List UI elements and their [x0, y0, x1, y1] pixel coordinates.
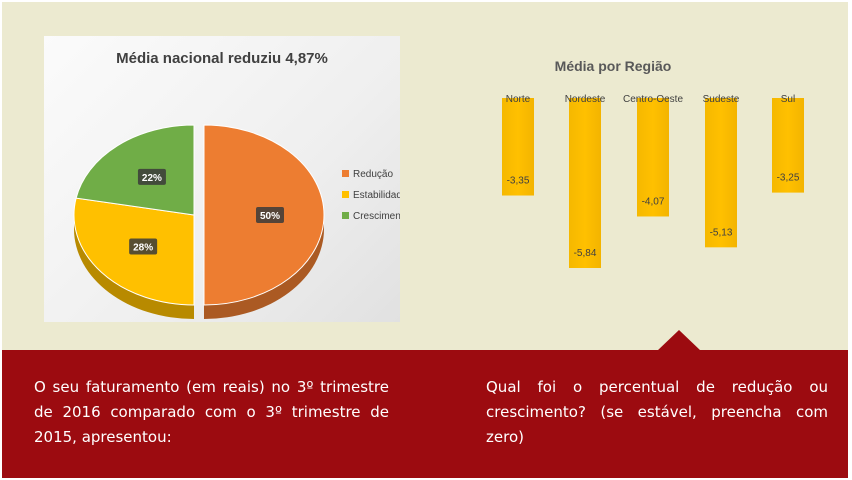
legend-label-redução: Redução [353, 169, 393, 180]
bar-category-label: Norte [506, 94, 531, 105]
bar-data-label: -5,84 [574, 248, 597, 259]
pie-data-label-box [256, 207, 284, 223]
bar-sul [772, 98, 804, 193]
question-text-left: O seu faturamento (em reais) no 3º trime… [34, 378, 389, 446]
bar-data-label: -3,35 [507, 176, 530, 187]
bar-data-label: -4,07 [642, 196, 665, 207]
bar-nordeste [569, 98, 601, 268]
pie-slice-crescimento [75, 124, 195, 216]
legend-swatch-crescimento [342, 212, 349, 219]
pie-chart-panel: Média nacional reduziu 4,87% 50% 28% 22% Re… [44, 36, 400, 322]
legend-swatch-estabilidade [342, 191, 349, 198]
bar-centro-oeste [637, 98, 669, 217]
pie-data-label: 50% [260, 211, 280, 222]
bottom-panel [2, 350, 848, 478]
legend-swatch-redução [342, 170, 349, 177]
pie-chart-title: Média nacional reduziu 4,87% [116, 50, 328, 67]
question-text-right: Qual foi o percentual de redução ou cres… [486, 378, 828, 446]
bar-data-label: -3,25 [777, 173, 800, 184]
bar-norte [502, 98, 534, 196]
bar-category-label: Sul [781, 94, 795, 105]
bar-sudeste [705, 98, 737, 248]
legend-label-estabilidade: Estabilidade [353, 190, 400, 201]
panel-notch [657, 330, 701, 351]
pie-slice-side [204, 215, 324, 319]
pie-chart: 50% 28% 22% Redução Estabilidade Crescimento [73, 124, 400, 319]
legend-label-crescimento: Crescimento [353, 211, 400, 222]
pie-data-label-box [137, 168, 166, 185]
bar-category-label: Sudeste [703, 94, 740, 105]
bar-category-label: Nordeste [565, 94, 606, 105]
bar-chart-title: Média por Região [554, 58, 672, 74]
pie-data-label-box [129, 238, 158, 255]
pie-data-label: 28% [133, 243, 153, 254]
pie-slice-side [74, 215, 194, 319]
bar-chart: Norte -3,35 Nordeste -5,84 Centro-Oeste -4,07… [502, 94, 804, 268]
pie-data-label: 22% [142, 173, 162, 184]
bar-data-label: -5,13 [710, 227, 733, 238]
bar-category-label: Centro-Oeste [623, 94, 683, 105]
